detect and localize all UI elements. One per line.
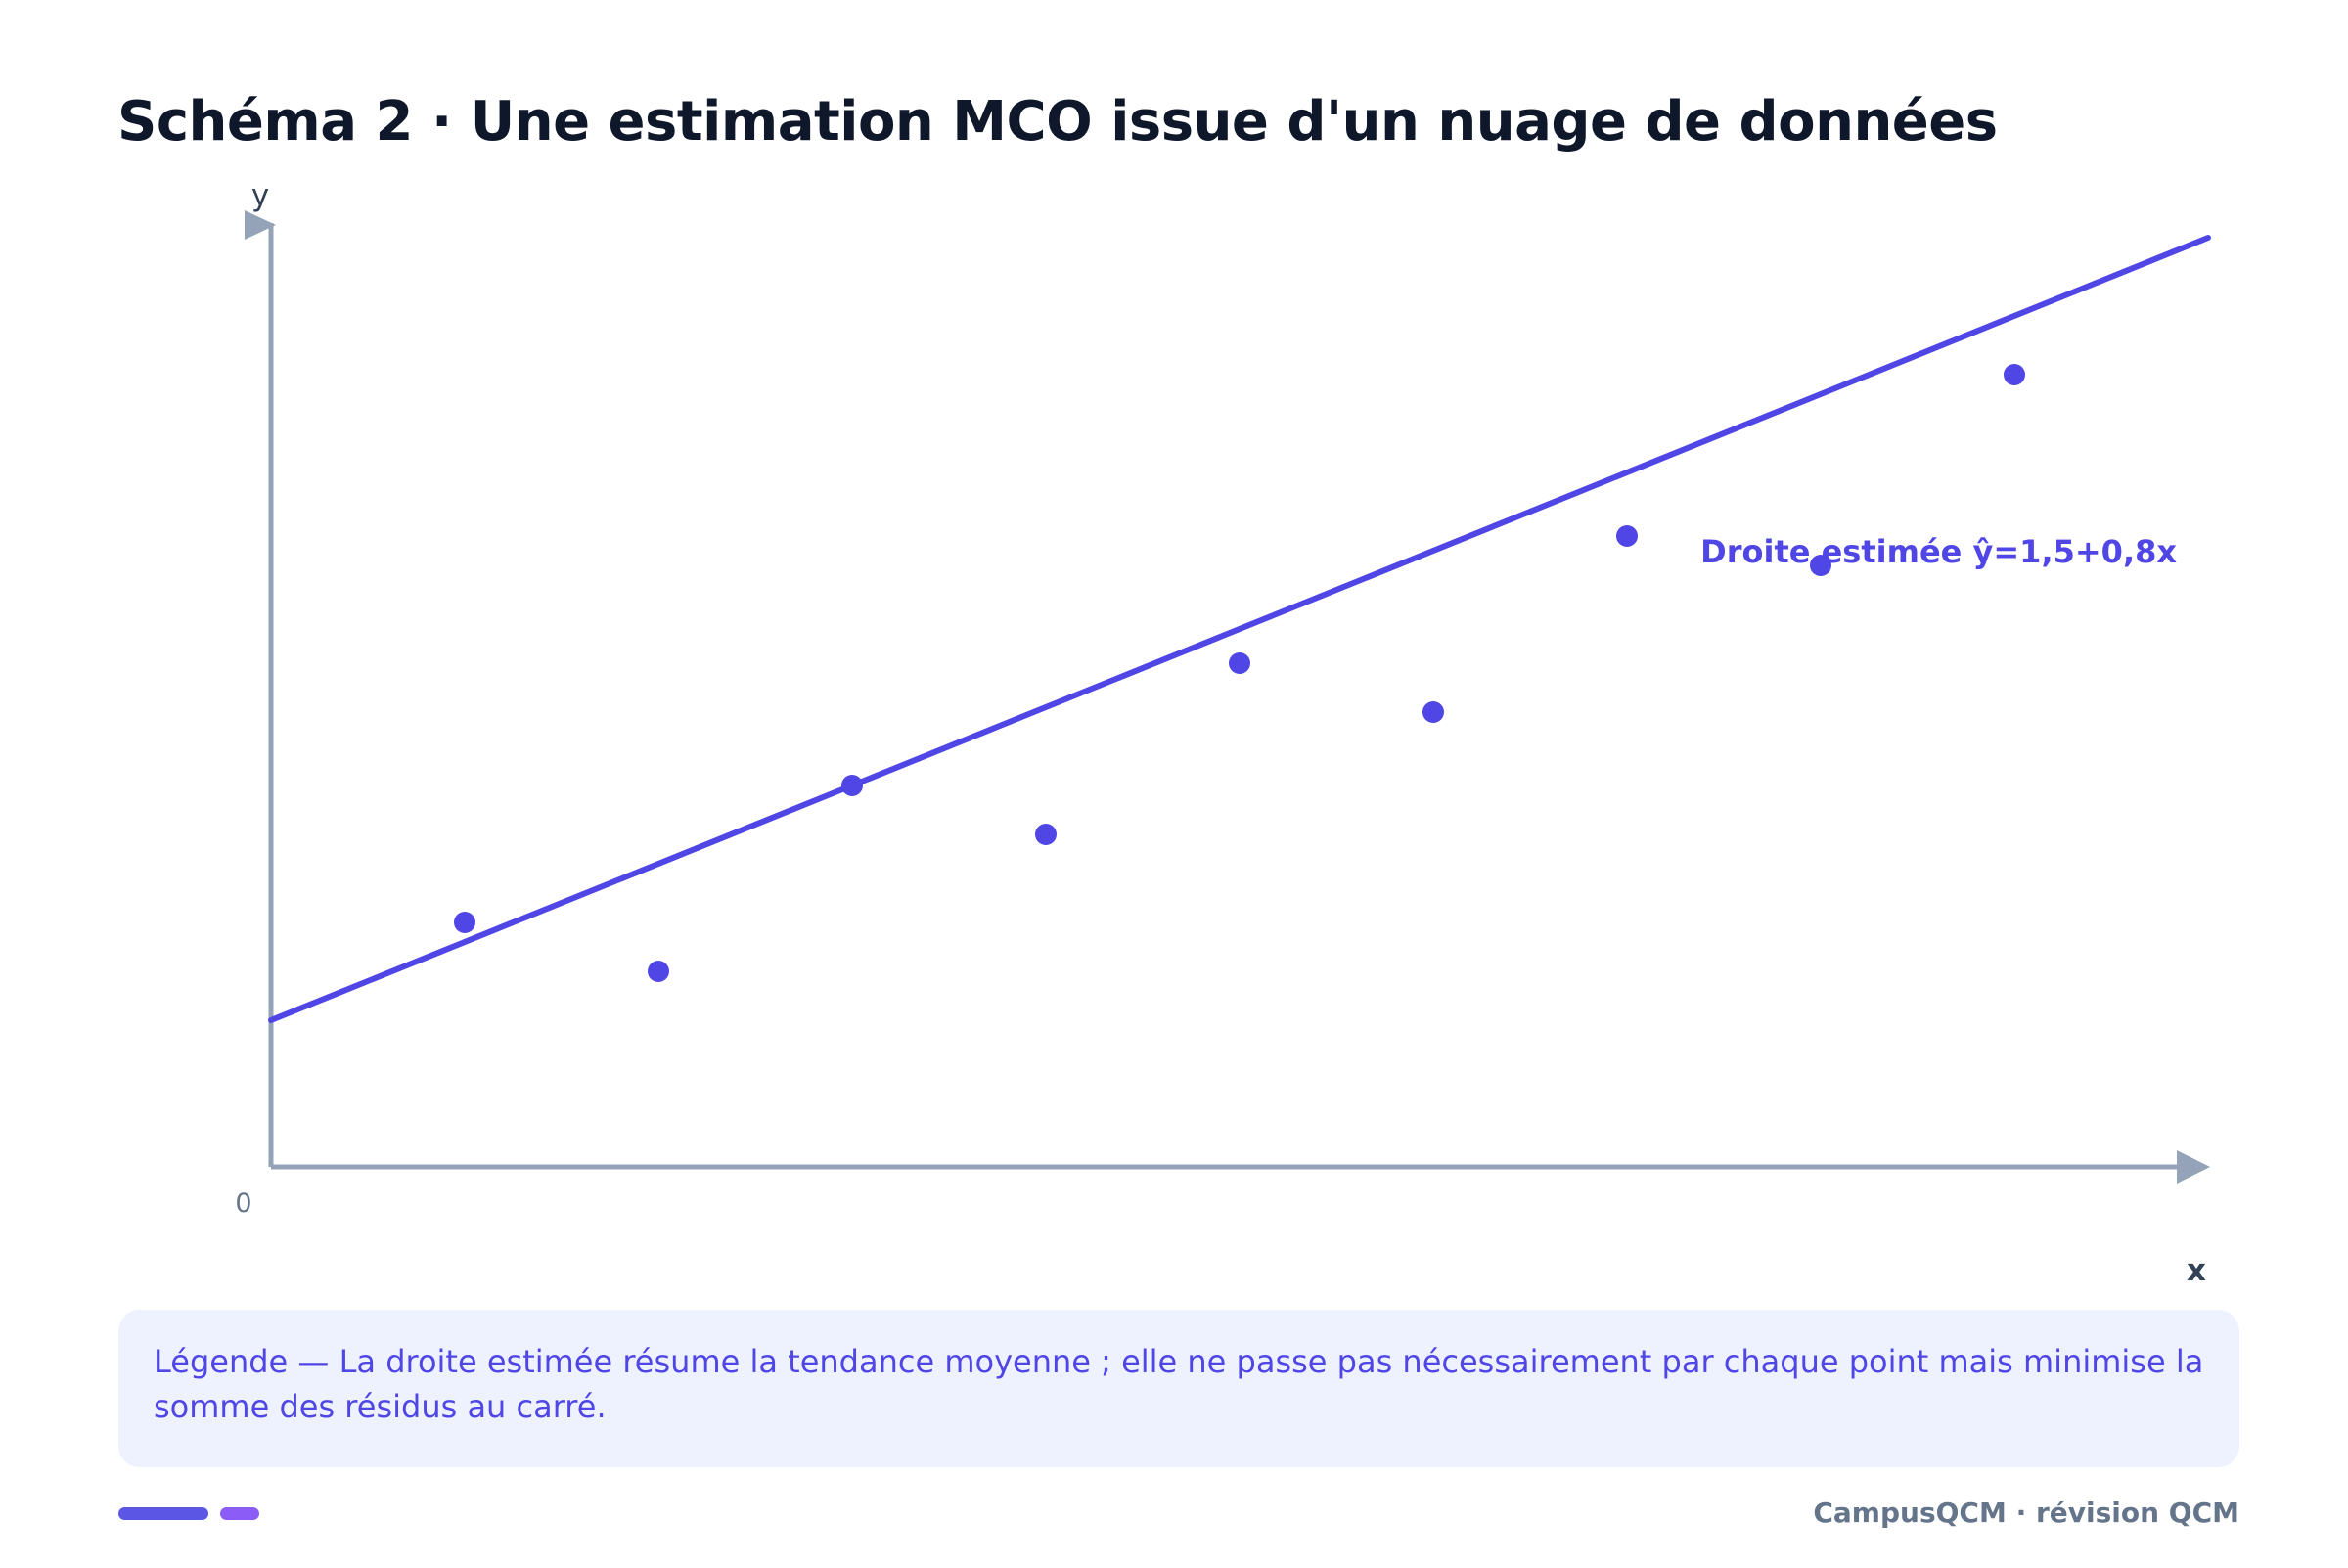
legend-text: Légende — La droite estimée résume la te… (154, 1343, 2204, 1425)
accent-bar-secondary (220, 1507, 259, 1520)
regression-line (268, 235, 2211, 1023)
data-point-7 (1616, 525, 1638, 547)
scatter-chart: y x 0 Droite estimée ŷ=1,5+0,8x (235, 178, 2211, 1288)
accent-bar-primary (118, 1507, 208, 1520)
x-axis-arrow (2177, 1150, 2210, 1184)
data-point-4 (1035, 824, 1057, 845)
y-axis-arrow (245, 210, 276, 240)
axes: y x 0 (235, 178, 2210, 1288)
data-point-8 (1810, 555, 1831, 576)
footer-brand: CampusQCM · révision QCM (1813, 1497, 2239, 1529)
y-axis-label: y (251, 178, 269, 213)
chart-title: Schéma 2 · Une estimation MCO issue d'un… (117, 90, 1998, 154)
data-point-2 (648, 961, 669, 982)
data-point-1 (454, 912, 475, 933)
data-point-6 (1422, 701, 1444, 723)
data-points (454, 364, 2025, 982)
origin-label: 0 (235, 1188, 251, 1219)
data-point-5 (1229, 652, 1250, 674)
regression-line-label: Droite estimée ŷ=1,5+0,8x (1700, 533, 2177, 570)
data-point-9 (2004, 364, 2025, 385)
data-point-3 (841, 775, 863, 796)
x-axis-label: x (2187, 1253, 2206, 1288)
legend-box: Légende — La droite estimée résume la te… (118, 1310, 2239, 1467)
